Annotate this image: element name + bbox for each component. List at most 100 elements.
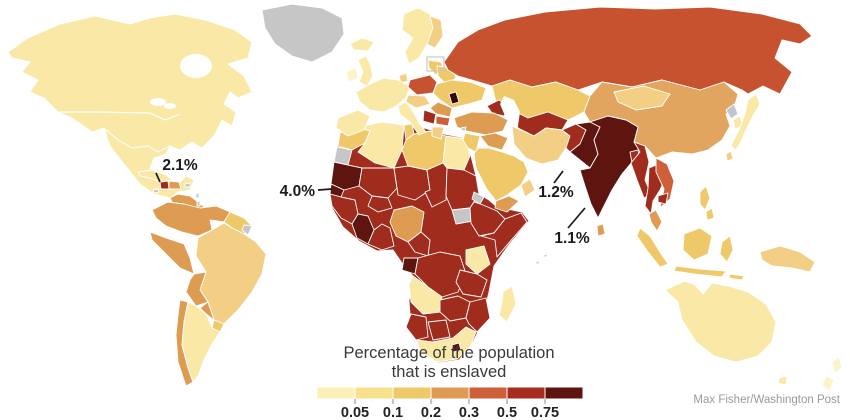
region-new-guinea [759,245,816,273]
region-lesser-sunda [728,273,745,281]
baltic-inset-box [426,56,445,72]
annotation-haiti: 2.1% [162,157,198,174]
annotation-line-haiti [155,172,161,183]
great-lakes [150,98,166,106]
region-namibia [405,313,429,341]
region-bolivia [185,271,209,307]
region-haiti [159,180,170,190]
legend-color-bar [316,386,584,400]
region-botswana [427,319,451,341]
region-japan [730,93,761,151]
region-angola [408,275,443,315]
region-philippines [699,185,715,221]
region-west-europe [355,77,411,113]
region-serbia-balkans [422,109,437,125]
region-kenya [465,245,491,275]
region-french-guiana [241,224,253,236]
region-peru [149,231,195,275]
region-argentina [181,301,221,383]
region-lesotho [451,342,462,353]
region-brazil [195,222,267,325]
credit-line: Max Fisher/Washington Post [693,394,840,406]
region-tanzania [455,269,488,298]
region-cameroon [407,231,431,257]
legend-swatch-5 [468,386,508,400]
region-iberia [335,109,371,137]
region-dominican-republic [168,180,182,190]
region-south-africa [415,326,477,363]
legend-swatch-6 [506,386,546,400]
region-iran [511,125,571,165]
region-cyprus [460,126,467,132]
annotation-line-pakistan [553,170,564,184]
legend-swatch-4 [430,386,470,400]
legend-ticks [354,399,546,404]
region-borneo [682,227,713,261]
region-norway-sweden [401,7,434,65]
annotation-line-india [567,207,586,229]
legend-label-05: 0.5 [497,405,517,420]
region-greece [431,126,445,140]
region-sulawesi [719,235,734,263]
region-new-zealand [821,356,843,392]
region-somalia [480,212,528,258]
region-java [673,265,727,278]
region-bulgaria [435,115,451,127]
region-niger [393,165,431,201]
region-italy [397,101,427,136]
region-madagascar [498,285,517,323]
region-india [579,115,643,219]
region-sumatra [636,227,669,268]
region-saudi-arabia [473,147,529,202]
legend-swatch-7 [544,386,584,400]
hudson-bay [180,54,212,78]
region-north-america [7,13,253,153]
annotation-india: 1.1% [554,230,590,247]
region-drc [414,251,467,298]
region-central-europe [405,94,431,109]
region-australia [664,280,777,363]
legend-title-line1: Percentage of the population [344,344,555,362]
region-indian-ocean-islands [535,253,548,265]
region-mongolia [613,85,671,111]
region-taiwan [725,150,734,162]
region-mozambique [465,297,491,333]
region-syria-levant [462,132,481,153]
region-algeria [357,121,405,169]
region-burkina-faso [367,195,393,213]
region-moldova [448,91,460,105]
legend-label-02: 0.2 [421,405,441,420]
region-uk [357,55,374,87]
region-chad [424,162,448,208]
region-jamaica [152,188,160,194]
region-malaysia [648,209,663,232]
region-sri-lanka [596,223,606,237]
caspian-sea [500,96,520,128]
legend-title-line2: that is enslaved [392,363,507,381]
region-ukraine [432,79,487,109]
great-lakes-2 [164,103,176,109]
region-cambodia [657,192,669,205]
legend-swatch-3 [392,386,432,400]
region-iraq [479,132,509,151]
legend-swatch-1 [316,386,356,400]
legend-label-03: 0.3 [459,405,479,420]
region-ghana-togo-benin [367,223,395,251]
annotation-mauritania: 4.0% [280,183,316,200]
region-colombia-venezuela [151,201,231,237]
region-tasmania [777,375,788,386]
legend-swatch-2 [354,386,394,400]
region-finland [426,15,444,49]
us-canada-border [58,111,181,121]
region-greenland [261,3,345,63]
annotation-pakistan: 1.2% [538,184,574,201]
region-north-korea [725,103,739,120]
region-yemen [494,195,520,213]
region-russia [443,6,813,95]
region-romania [429,101,453,118]
region-iceland [349,37,375,52]
legend-label-075: 0.75 [531,405,559,420]
annotation-line-mauritania [317,188,333,191]
